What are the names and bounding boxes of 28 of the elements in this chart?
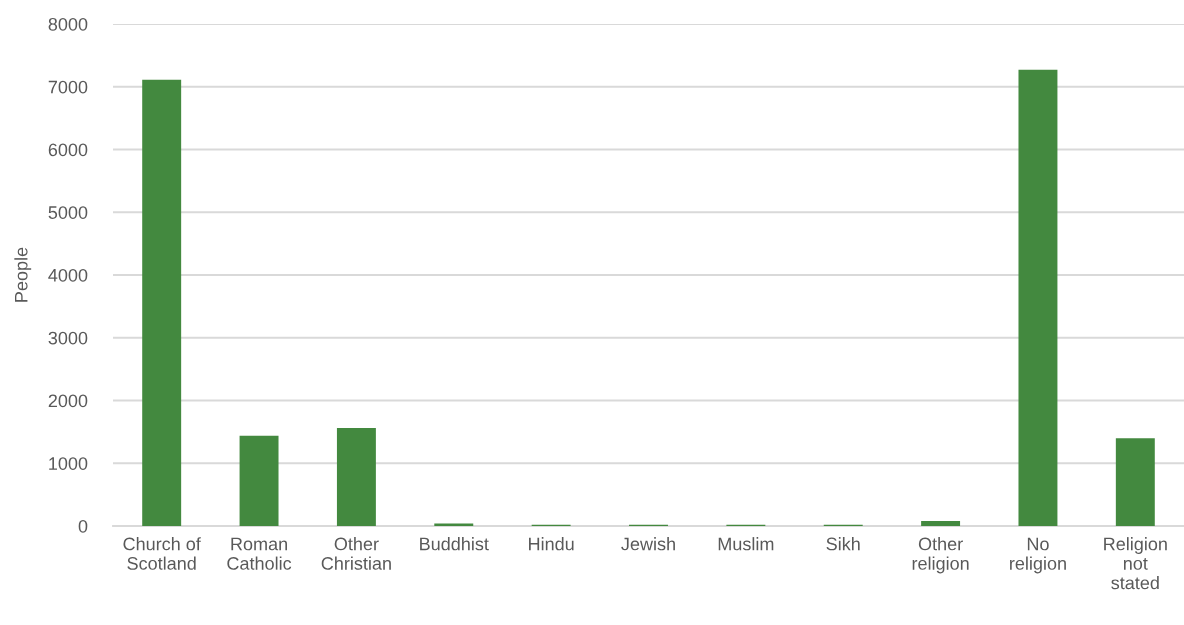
y-tick-label: 7000	[48, 80, 88, 94]
y-tick-label: 8000	[48, 17, 88, 31]
bar	[1115, 438, 1155, 526]
bar	[921, 520, 961, 526]
y-axis-title: People	[14, 247, 32, 302]
bar	[239, 435, 279, 526]
bar	[142, 79, 182, 526]
y-tick-label: 4000	[48, 268, 88, 282]
x-tick-label: Other Christian	[321, 537, 391, 570]
bar	[336, 428, 376, 526]
y-tick-label: 1000	[49, 457, 88, 470]
bar	[1018, 69, 1058, 526]
x-tick-label: Religion not stated	[1104, 537, 1167, 590]
bar	[434, 523, 474, 526]
x-tick-label: Roman Catholic	[227, 537, 292, 570]
y-tick-label: 6000	[48, 143, 88, 157]
x-tick-label: Hindu	[529, 537, 574, 551]
y-tick-label: 3000	[48, 331, 88, 345]
x-tick-label: Muslim	[718, 537, 774, 551]
y-tick-label: 0	[78, 519, 88, 533]
x-tick-label: Buddhist	[420, 537, 489, 551]
y-tick-label: 5000	[48, 206, 88, 219]
x-tick-label: No religion	[1010, 537, 1066, 574]
x-tick-label: Church of Scotland	[123, 537, 201, 570]
x-tick-label: Jewish	[621, 537, 675, 551]
x-tick-label: Sikh	[826, 537, 860, 551]
x-tick-label: Other religion	[912, 537, 969, 574]
y-tick-label: 2000	[48, 394, 88, 408]
